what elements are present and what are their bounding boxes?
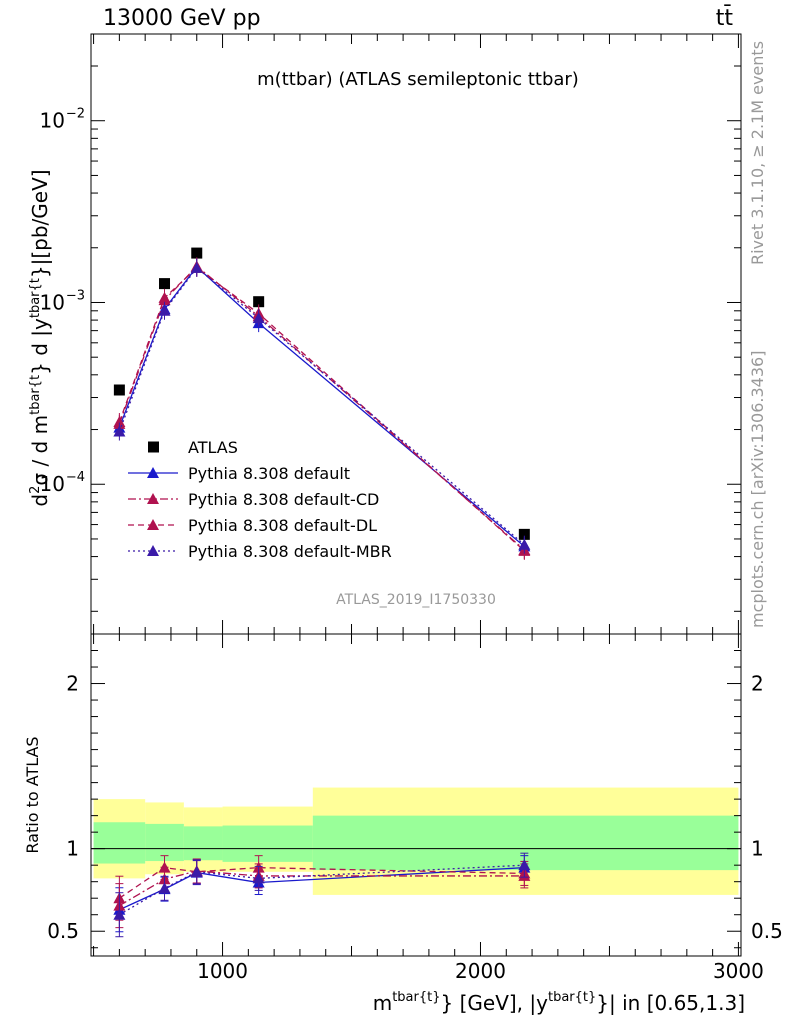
xlabel-sup2: tbar{t} — [548, 990, 596, 1005]
y-tick-label: 10 — [40, 109, 65, 133]
ratio-panel-axes: 0.5 0.5 1 1 2 2 1000 2000 3000 — [47, 634, 783, 983]
x-tick-label: 2000 — [455, 959, 506, 983]
ratio-y-tick-label: 0.5 — [47, 919, 79, 943]
uncertainty-band-inner — [183, 826, 223, 861]
xlabel-sup1: tbar{t} — [392, 990, 440, 1005]
data-point-marker — [113, 416, 126, 428]
legend-marker — [147, 467, 159, 478]
legend-marker — [147, 545, 159, 556]
legend-entry: Pythia 8.308 default — [128, 464, 350, 483]
x-tick-label: 1000 — [197, 959, 248, 983]
legend-label: Pythia 8.308 default-CD — [188, 490, 379, 509]
process-label: tt̄ — [716, 5, 734, 31]
legend-marker — [147, 519, 159, 530]
ylabel-end: }|[pb/GeV] — [28, 169, 52, 278]
main-y-axis-label: d2σ / d mtbar{t} d |ytbar{t}|[pb/GeV] — [28, 169, 52, 506]
ratio-data-marker — [518, 859, 531, 871]
data-point-atlas — [159, 278, 171, 290]
analysis-id-label: ATLAS_2019_I1750330 — [336, 592, 496, 608]
ylabel-sup3: tbar{t — [28, 278, 43, 318]
ratio-data-marker — [190, 865, 203, 877]
series-line — [118, 267, 525, 552]
ratio-data-marker — [158, 882, 171, 894]
rivet-label: Rivet 3.1.10, ≥ 2.1M events — [748, 41, 767, 265]
legend-label: Pythia 8.308 default — [188, 464, 350, 483]
legend-entry: ATLAS — [148, 438, 238, 457]
ratio-data-marker — [252, 872, 265, 884]
ratio-data-marker — [113, 908, 126, 920]
data-point-marker — [518, 538, 531, 550]
legend-entry: Pythia 8.308 default-MBR — [128, 542, 392, 561]
ratio-y-tick-label-right: 2 — [751, 672, 764, 696]
data-point-atlas — [253, 296, 265, 308]
series-1 — [113, 257, 531, 556]
legend-label: ATLAS — [188, 438, 238, 457]
ratio-panel-frame — [90, 633, 742, 957]
ratio-panel-data — [113, 852, 531, 938]
ylabel-sup1: 2 — [28, 486, 43, 494]
data-point-atlas — [191, 247, 203, 259]
chart-title: m(ttbar) (ATLAS semileptonic ttbar) — [257, 69, 579, 90]
ratio-y-axis-label: Ratio to ATLAS — [23, 736, 42, 853]
ratio-y-tick-label-right: 1 — [751, 837, 764, 861]
svg-text:d2σ / d mtbar{t} d |ytbar{t}|[: d2σ / d mtbar{t} d |ytbar{t}|[pb/GeV] — [28, 169, 52, 506]
ylabel-sigma: σ / d m — [28, 415, 52, 486]
y-tick-label-exponent: −3 — [66, 288, 85, 303]
uncertainty-band-inner — [222, 825, 313, 862]
y-tick-label: 10 — [40, 290, 65, 314]
ylabel-d: d — [28, 494, 52, 507]
series-2 — [113, 257, 531, 559]
series-0 — [113, 247, 530, 540]
ratio-y-tick-label: 1 — [66, 837, 79, 861]
series-4 — [113, 258, 531, 554]
data-point-marker — [252, 312, 265, 324]
legend-entry: Pythia 8.308 default-CD — [128, 490, 379, 509]
legend-entry: Pythia 8.308 default-DL — [128, 516, 377, 535]
ratio-data-marker — [158, 861, 171, 873]
xlabel-mid: } [GeV], |y — [441, 991, 549, 1015]
ratio-y-tick-label: 2 — [66, 672, 79, 696]
data-point-atlas — [113, 384, 125, 396]
data-point-marker — [158, 304, 171, 316]
legend-marker-atlas — [148, 441, 159, 453]
legend-label: Pythia 8.308 default-MBR — [188, 542, 392, 561]
uncertainty-band-inner — [145, 823, 184, 862]
y-tick-label: 10 — [40, 472, 65, 496]
data-point-marker — [158, 291, 171, 303]
x-axis-label: mtbar{t}} [GeV], |ytbar{t}}| in [0.65,1.… — [373, 990, 745, 1015]
data-point-marker — [113, 425, 126, 437]
ylabel-sup2: tbar{t — [28, 375, 43, 415]
data-point-marker — [190, 261, 203, 273]
data-point-atlas — [518, 528, 530, 540]
x-tick-label: 3000 — [713, 959, 764, 983]
y-tick-label-exponent: −2 — [66, 107, 85, 122]
ratio-panel-bands — [91, 787, 741, 895]
legend-marker — [147, 493, 159, 504]
series-3 — [113, 258, 531, 560]
energy-label: 13000 GeV pp — [103, 6, 261, 31]
ylabel-mid: } d |y — [28, 318, 52, 375]
xlabel-m: m — [373, 991, 392, 1015]
uncertainty-band-inner — [93, 822, 146, 864]
xlabel-end: }| in [0.65,1.3] — [596, 991, 745, 1015]
series-line — [118, 266, 525, 546]
legend-label: Pythia 8.308 default-DL — [188, 516, 377, 535]
mcplots-label: mcplots.cern.ch [arXiv:1306.3436] — [748, 351, 767, 628]
main-panel-data — [113, 247, 531, 560]
ratio-y-tick-label-right: 0.5 — [751, 919, 783, 943]
ratio-series-3 — [113, 852, 531, 938]
y-tick-label-exponent: −4 — [66, 470, 85, 485]
legend: ATLAS Pythia 8.308 default Pythia 8.308 de… — [128, 438, 392, 561]
main-panel-axes: 10−410−310−2 — [40, 33, 741, 634]
